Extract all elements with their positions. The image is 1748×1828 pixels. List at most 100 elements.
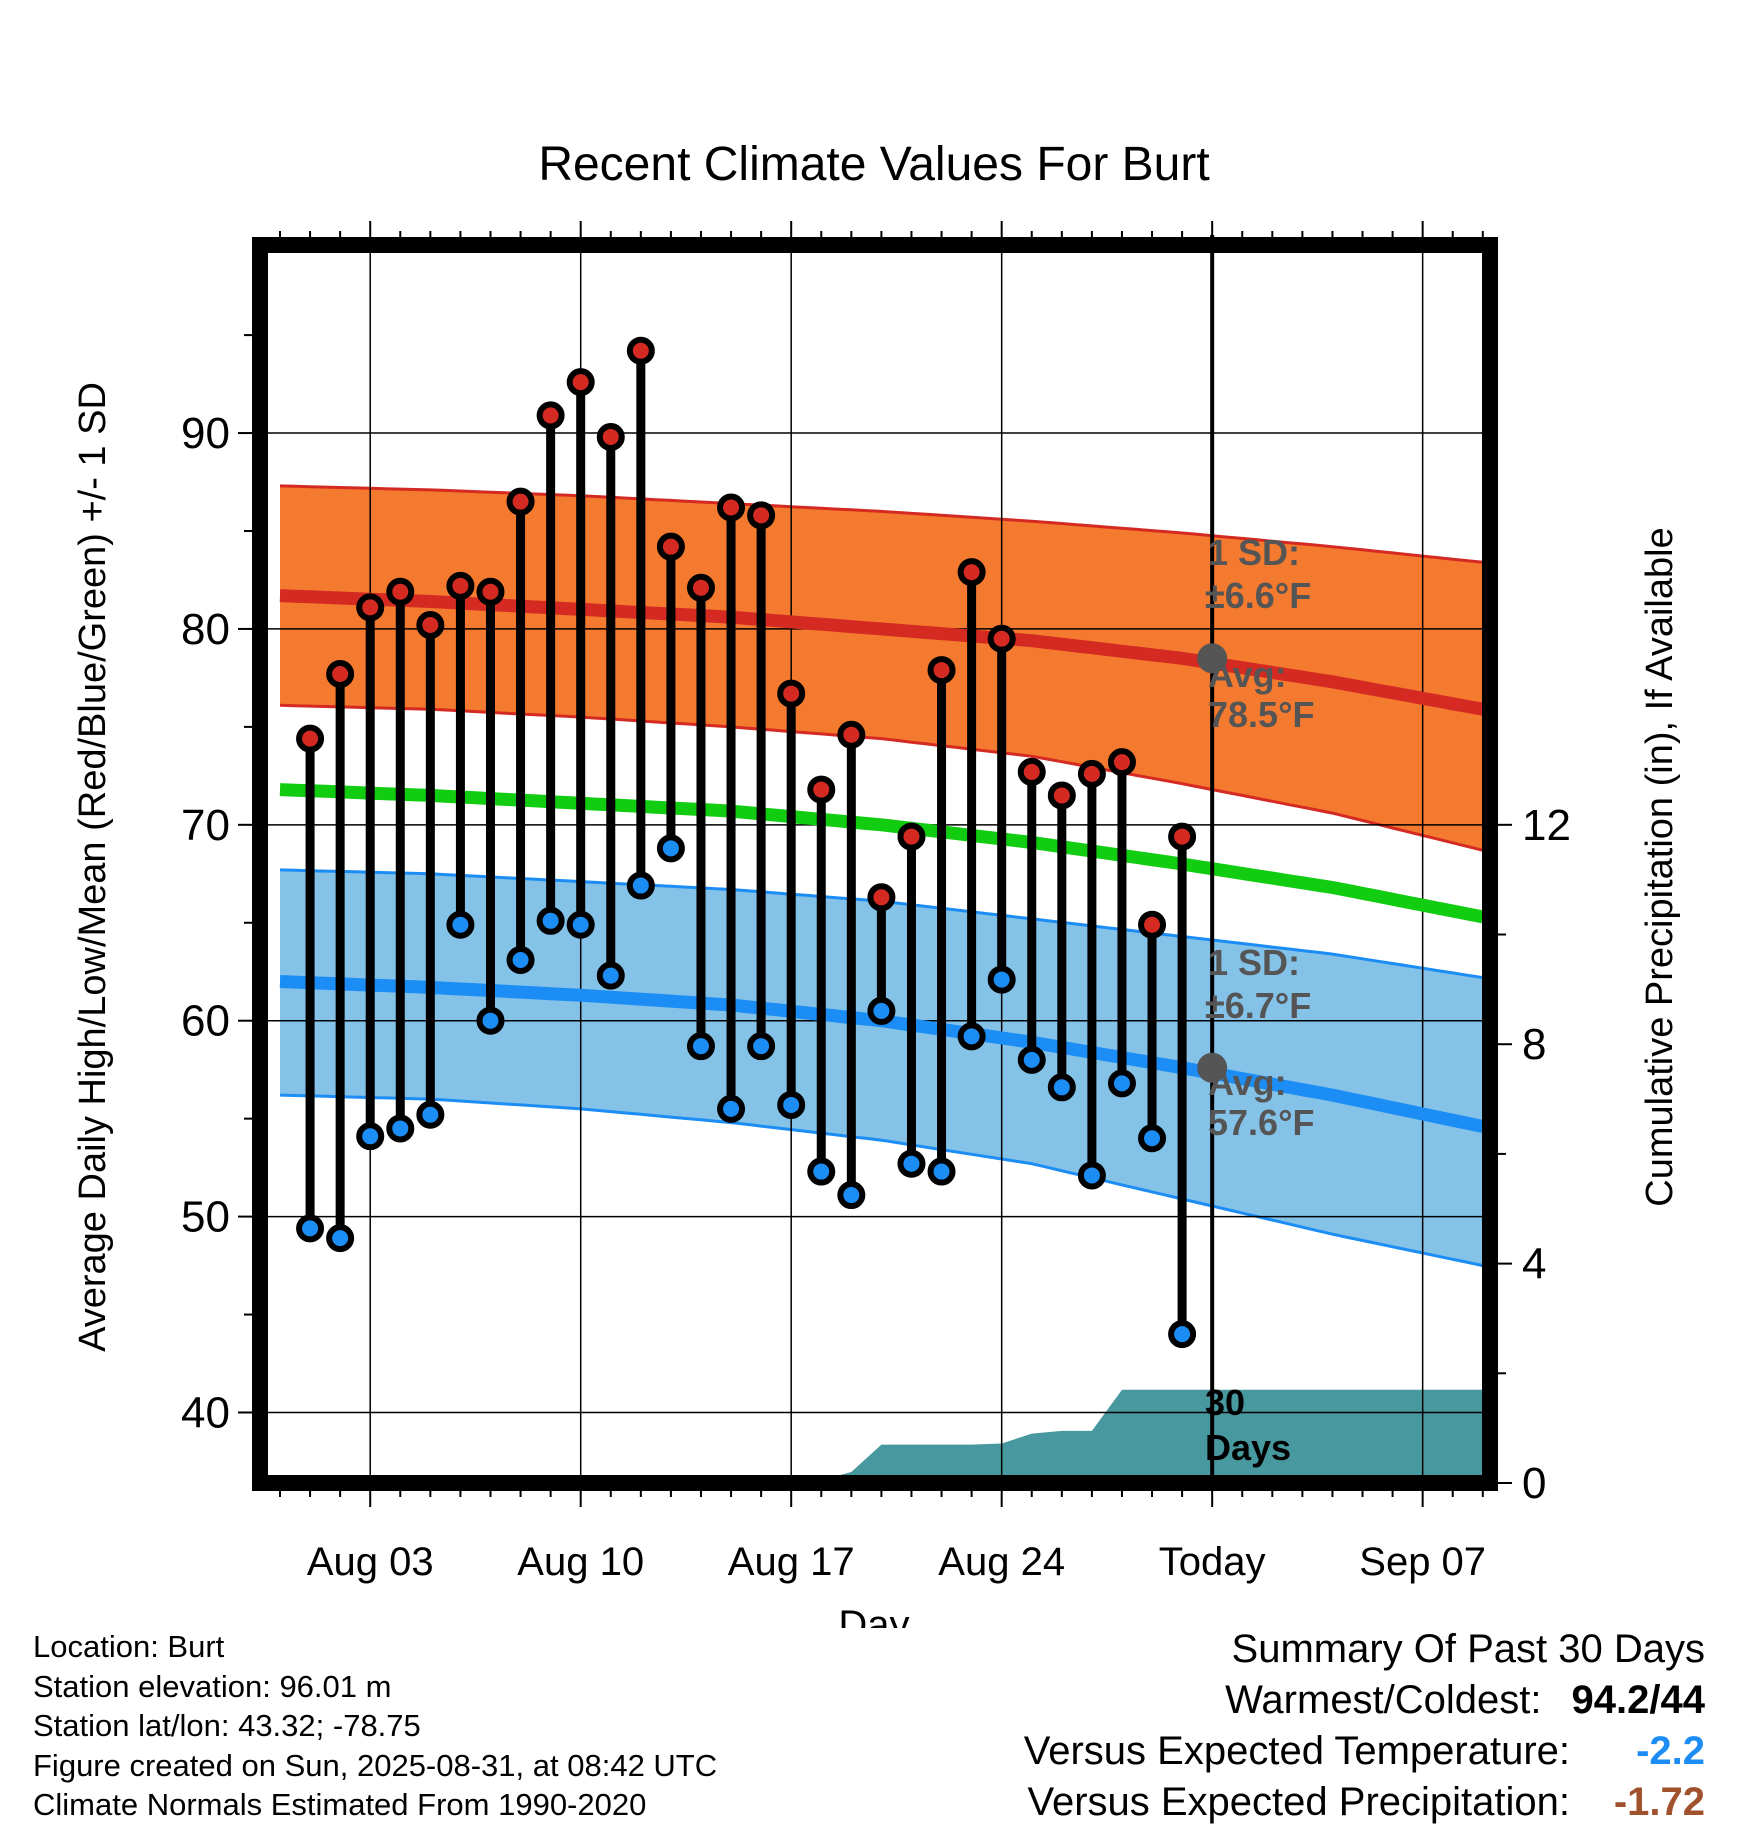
period-count-label: 30 bbox=[1205, 1382, 1245, 1423]
today-high-avg-marker bbox=[1197, 643, 1228, 674]
x-tick-label: Aug 03 bbox=[307, 1540, 434, 1584]
daily-low-point bbox=[416, 1100, 445, 1129]
daily-high-point bbox=[747, 501, 776, 530]
daily-low-point bbox=[566, 910, 595, 939]
summary-title: Summary Of Past 30 Days bbox=[1231, 1627, 1705, 1671]
daily-high-point bbox=[416, 611, 445, 640]
daily-high-point bbox=[566, 368, 595, 397]
daily-low-point bbox=[326, 1224, 355, 1253]
daily-low-point bbox=[777, 1090, 806, 1119]
daily-low-point bbox=[296, 1214, 325, 1243]
daily-high-point bbox=[777, 679, 806, 708]
high-avg-label: Avg: bbox=[1208, 654, 1287, 695]
daily-low-point bbox=[747, 1032, 776, 1061]
x-tick-label: Sep 07 bbox=[1359, 1540, 1486, 1584]
daily-high-point bbox=[1107, 748, 1136, 777]
summary-warmest-coldest: Warmest/Coldest: 94.2/44 bbox=[1024, 1675, 1705, 1726]
daily-low-point bbox=[867, 996, 896, 1025]
daily-low-point bbox=[897, 1149, 926, 1178]
climate-chart: Recent Climate Values For Burt 1 SD:±6.6… bbox=[72, 138, 1681, 1628]
high-band-lower-edge bbox=[279, 703, 1484, 852]
daily-high-point bbox=[807, 775, 836, 804]
y-tick-label: 40 bbox=[181, 1388, 230, 1437]
plot-frame bbox=[252, 237, 1498, 1491]
y2-tick-label: 4 bbox=[1522, 1240, 1546, 1289]
daily-high-point bbox=[1017, 757, 1046, 786]
y-tick-label: 80 bbox=[181, 605, 230, 654]
y-tick-label: 90 bbox=[181, 409, 230, 458]
y2-tick-label: 12 bbox=[1522, 801, 1571, 850]
daily-high-point bbox=[656, 532, 685, 561]
daily-low-point bbox=[927, 1157, 956, 1186]
daily-high-point bbox=[897, 822, 926, 851]
daily-low-point bbox=[1047, 1073, 1076, 1102]
y2-axis-label: Cumulative Precipitation (in), If Availa… bbox=[1639, 527, 1681, 1206]
daily-low-point bbox=[626, 871, 655, 900]
low-band-lower-edge bbox=[279, 1093, 1484, 1268]
daily-low-point bbox=[536, 906, 565, 935]
y2-tick-label: 0 bbox=[1522, 1459, 1546, 1508]
daily-high-point bbox=[446, 571, 475, 600]
high-sd-label: 1 SD: bbox=[1208, 532, 1300, 573]
daily-high-point bbox=[987, 624, 1016, 653]
y-axis-label: Average Daily High/Low/Mean (Red/Blue/Gr… bbox=[72, 382, 114, 1352]
y-tick-label: 60 bbox=[181, 997, 230, 1046]
daily-high-point bbox=[476, 577, 505, 606]
info-normals: Climate Normals Estimated From 1990-2020 bbox=[33, 1787, 647, 1822]
summary-temp: Versus Expected Temperature: -2.2 bbox=[1024, 1726, 1705, 1777]
daily-low-point bbox=[656, 834, 685, 863]
chart-title: Recent Climate Values For Burt bbox=[538, 138, 1209, 191]
low-avg-value: 57.6°F bbox=[1208, 1102, 1314, 1143]
daily-high-point bbox=[1138, 910, 1167, 939]
daily-low-point bbox=[1138, 1124, 1167, 1153]
daily-high-point bbox=[626, 336, 655, 365]
daily-low-point bbox=[1077, 1161, 1106, 1190]
daily-high-point bbox=[837, 720, 866, 749]
daily-low-point bbox=[1017, 1045, 1046, 1074]
station-info: Location: Burt Station elevation: 96.01 … bbox=[33, 1627, 717, 1825]
info-elevation: Station elevation: 96.01 m bbox=[33, 1668, 392, 1704]
daily-low-point bbox=[807, 1157, 836, 1186]
info-location: Location: Burt bbox=[33, 1629, 225, 1664]
daily-high-point bbox=[296, 724, 325, 753]
period-days-label: Days bbox=[1205, 1427, 1291, 1468]
temp-value: -2.2 bbox=[1636, 1729, 1705, 1773]
daily-high-point bbox=[1168, 822, 1197, 851]
daily-high-point bbox=[717, 493, 746, 522]
high-sd-value: ±6.6°F bbox=[1205, 575, 1311, 616]
normal-mean-line bbox=[279, 783, 1485, 924]
daily-high-point bbox=[686, 573, 715, 602]
daily-high-point bbox=[596, 422, 625, 451]
daily-high-point bbox=[536, 401, 565, 430]
normal-high-line bbox=[279, 589, 1484, 716]
daily-low-point bbox=[987, 965, 1016, 994]
daily-low-point bbox=[837, 1181, 866, 1210]
daily-high-point bbox=[1077, 759, 1106, 788]
low-avg-label: Avg: bbox=[1208, 1062, 1287, 1103]
daily-low-point bbox=[446, 910, 475, 939]
info-created: Figure created on Sun, 2025-08-31, at 08… bbox=[33, 1747, 718, 1783]
daily-high-point bbox=[326, 659, 355, 688]
x-tick-label: Aug 10 bbox=[517, 1540, 644, 1584]
high-avg-value: 78.5°F bbox=[1208, 694, 1314, 735]
daily-low-point bbox=[1168, 1320, 1197, 1349]
daily-high-point bbox=[927, 656, 956, 685]
warmest-coldest-label: Warmest/Coldest: bbox=[1225, 1678, 1542, 1722]
x-tick-label: Aug 24 bbox=[938, 1540, 1065, 1584]
x-axis-label: Day bbox=[838, 1603, 909, 1628]
temp-label: Versus Expected Temperature: bbox=[1023, 1729, 1570, 1773]
daily-low-point bbox=[386, 1114, 415, 1143]
low-sd-value: ±6.7°F bbox=[1205, 985, 1311, 1026]
warmest-coldest-value: 94.2/44 bbox=[1571, 1678, 1705, 1722]
daily-low-point bbox=[356, 1122, 385, 1151]
y-tick-label: 70 bbox=[181, 801, 230, 850]
precip-label: Versus Expected Precipitation: bbox=[1027, 1780, 1570, 1824]
daily-low-point bbox=[476, 1006, 505, 1035]
daily-high-point bbox=[386, 577, 415, 606]
summary-panel: Summary Of Past 30 Days Warmest/Coldest:… bbox=[1024, 1624, 1705, 1828]
today-low-avg-marker bbox=[1197, 1052, 1228, 1083]
high-band-upper-edge bbox=[279, 484, 1483, 564]
summary-precip: Versus Expected Precipitation: -1.72 bbox=[1024, 1777, 1705, 1828]
daily-low-point bbox=[686, 1032, 715, 1061]
